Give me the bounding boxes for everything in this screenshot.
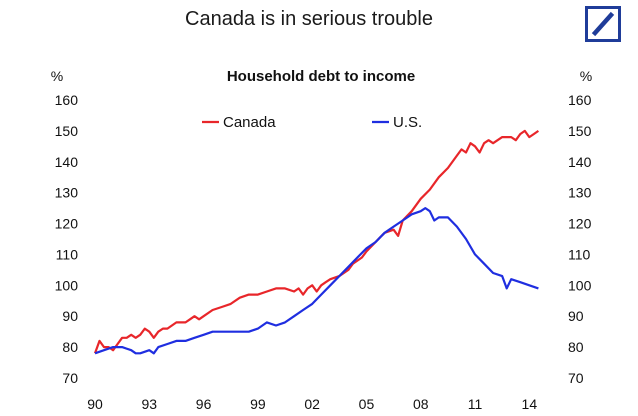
- x-tick-label: 11: [468, 396, 483, 412]
- legend-label: U.S.: [393, 114, 422, 131]
- y-tick-label-left: 80: [62, 339, 78, 355]
- y-tick-label-right: 100: [568, 277, 592, 293]
- y-tick-label-right: 90: [568, 308, 584, 324]
- slide-title: Canada is in serious trouble: [185, 8, 433, 30]
- y-axis-unit-right: %: [580, 68, 592, 84]
- y-tick-label-right: 120: [568, 216, 592, 232]
- y-tick-label-right: 130: [568, 185, 592, 201]
- x-tick-label: 02: [304, 396, 320, 412]
- y-tick-label-right: 80: [568, 339, 584, 355]
- y-tick-label-left: 150: [55, 123, 79, 139]
- deutsche-bank-logo-icon: [585, 6, 621, 42]
- x-tick-label: 99: [250, 396, 266, 412]
- y-tick-label-left: 160: [55, 92, 79, 108]
- y-tick-label-left: 140: [55, 154, 79, 170]
- x-tick-label: 14: [522, 396, 538, 412]
- y-tick-label-left: 90: [62, 308, 78, 324]
- x-tick-label: 96: [196, 396, 212, 412]
- y-tick-label-right: 140: [568, 154, 592, 170]
- series-line-u-s: [94, 207, 539, 355]
- y-tick-label-left: 120: [55, 216, 79, 232]
- x-tick-label: 08: [413, 396, 429, 412]
- y-tick-label-left: 110: [56, 246, 79, 262]
- y-tick-label-right: 70: [568, 370, 584, 386]
- chart-legend: Canada U.S.: [202, 114, 422, 131]
- y-axis-unit-left: %: [51, 68, 63, 84]
- x-tick-label: 05: [359, 396, 375, 412]
- y-tick-label-right: 110: [568, 246, 591, 262]
- x-tick-label: 90: [87, 396, 103, 412]
- y-tick-label-right: 160: [568, 92, 592, 108]
- series-line-canada: [93, 129, 540, 354]
- y-tick-label-left: 130: [55, 185, 79, 201]
- y-tick-label-left: 100: [55, 277, 79, 293]
- y-tick-label-left: 70: [62, 370, 78, 386]
- y-tick-label-right: 150: [568, 123, 592, 139]
- chart-title: Household debt to income: [227, 68, 415, 85]
- legend-label: Canada: [223, 114, 276, 131]
- x-tick-label: 93: [142, 396, 158, 412]
